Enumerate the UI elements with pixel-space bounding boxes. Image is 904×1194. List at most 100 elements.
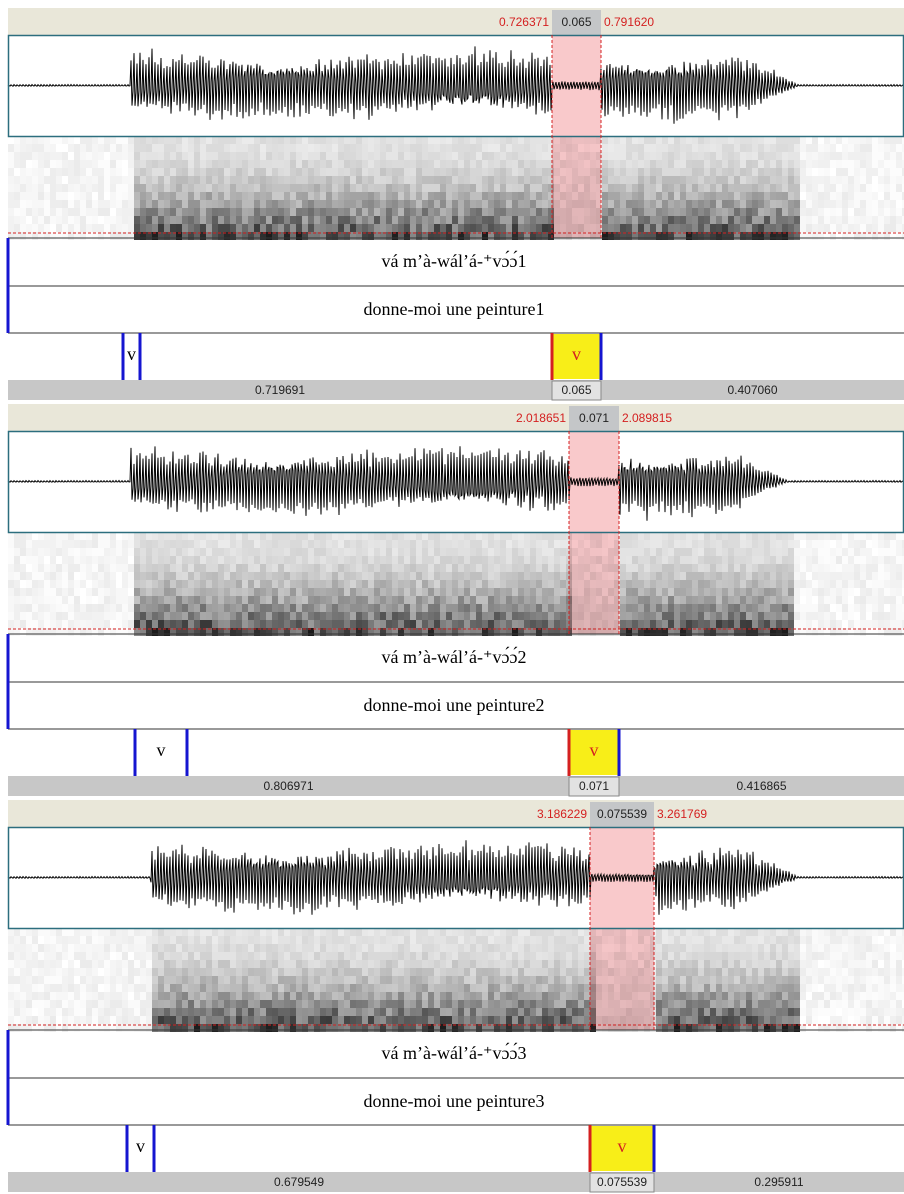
spectrogram-cell (38, 596, 44, 604)
spectrogram-cell (134, 564, 140, 572)
spectrogram-cell (350, 944, 356, 952)
spectrogram-cell (362, 928, 368, 936)
spectrogram-cell (14, 1000, 20, 1008)
spectrogram-cell (800, 192, 806, 200)
spectrogram-cell (494, 620, 500, 628)
spectrogram-cell (146, 944, 152, 952)
spectrogram-cell (848, 620, 854, 628)
spectrogram-cell (860, 556, 866, 564)
spectrogram-cell (200, 952, 206, 960)
spectrogram-cell (638, 580, 644, 588)
spectrogram-cell (464, 168, 470, 176)
spectrogram-cell (146, 192, 152, 200)
spectrogram-cell (410, 968, 416, 976)
spectrogram-cell (854, 604, 860, 612)
spectrogram-cell (320, 160, 326, 168)
spectrogram-cell (86, 960, 92, 968)
spectrogram-cell (170, 152, 176, 160)
spectrogram-cell (182, 564, 188, 572)
spectrogram-cell (878, 596, 884, 604)
spectrogram-cell (788, 160, 794, 168)
spectrogram-cell (272, 1000, 278, 1008)
spectrogram-cell (776, 580, 782, 588)
spectrogram-cell (434, 208, 440, 216)
spectrogram-cell (812, 168, 818, 176)
spectrogram-cell (242, 984, 248, 992)
spectrogram-cell (572, 224, 578, 232)
duration-left: 0.806971 (263, 779, 313, 793)
spectrogram-cell (68, 1016, 74, 1024)
tier-text: vá m’à-wál’á-⁺vɔ́ɔ́1 (382, 250, 527, 271)
spectrogram-cell (32, 200, 38, 208)
spectrogram-cell (38, 176, 44, 184)
spectrogram-cell (410, 596, 416, 604)
spectrogram-cell (338, 1016, 344, 1024)
spectrogram-cell (824, 160, 830, 168)
spectrogram-cell (302, 596, 308, 604)
spectrogram-cell (800, 184, 806, 192)
spectrogram-cell (590, 232, 596, 240)
spectrogram-cell (206, 580, 212, 588)
spectrogram-cell (704, 208, 710, 216)
spectrogram-cell (50, 612, 56, 620)
spectrogram-cell (356, 1000, 362, 1008)
spectrogram-cell (152, 1008, 158, 1016)
spectrogram-cell (188, 928, 194, 936)
spectrogram-cell (44, 160, 50, 168)
spectrogram-cell (332, 168, 338, 176)
spectrogram-cell (194, 984, 200, 992)
spectrogram-cell (662, 564, 668, 572)
spectrogram-cell (422, 596, 428, 604)
spectrogram-cell (476, 176, 482, 184)
spectrogram-cell (242, 604, 248, 612)
spectrogram-cell (416, 192, 422, 200)
spectrogram-cell (656, 152, 662, 160)
spectrogram-cell (68, 232, 74, 240)
spectrogram-cell (692, 604, 698, 612)
spectrogram-cell (344, 628, 350, 636)
spectrogram-cell (758, 628, 764, 636)
spectrogram-cell (770, 168, 776, 176)
spectrogram-cell (758, 216, 764, 224)
spectrogram-cell (656, 556, 662, 564)
spectrogram-cell (14, 968, 20, 976)
spectrogram-cell (128, 216, 134, 224)
spectrogram-cell (98, 952, 104, 960)
spectrogram-cell (68, 200, 74, 208)
spectrogram-cell (224, 984, 230, 992)
spectrogram-cell (38, 144, 44, 152)
spectrogram-cell (578, 596, 584, 604)
spectrogram-cell (380, 968, 386, 976)
spectrogram-cell (98, 620, 104, 628)
spectrogram-cell (488, 564, 494, 572)
spectrogram-cell (224, 604, 230, 612)
spectrogram-cell (56, 992, 62, 1000)
spectrogram-cell (902, 224, 904, 232)
spectrogram-cell (368, 144, 374, 152)
spectrogram-cell (872, 200, 878, 208)
spectrogram-cell (536, 136, 542, 144)
spectrogram-cell (92, 968, 98, 976)
spectrogram-cell (776, 176, 782, 184)
spectrogram-cell (650, 556, 656, 564)
spectrogram-cell (842, 572, 848, 580)
spectrogram-cell (722, 556, 728, 564)
spectrogram-cell (356, 1016, 362, 1024)
spectrogram-cell (146, 628, 152, 636)
spectrogram-cell (434, 944, 440, 952)
spectrogram-cell (518, 224, 524, 232)
spectrogram-cell (308, 1000, 314, 1008)
spectrogram-cell (806, 232, 812, 240)
spectrogram-cell (104, 1008, 110, 1016)
spectrogram-cell (800, 176, 806, 184)
spectrogram-cell (374, 976, 380, 984)
spectrogram-cell (20, 960, 26, 968)
spectrogram-cell (314, 160, 320, 168)
spectrogram-cell (86, 944, 92, 952)
spectrogram-cell (218, 176, 224, 184)
spectrogram-cell (164, 1024, 170, 1032)
spectrogram-cell (38, 152, 44, 160)
spectrogram-cell (116, 968, 122, 976)
spectrogram-cell (224, 556, 230, 564)
spectrogram-cell (242, 136, 248, 144)
